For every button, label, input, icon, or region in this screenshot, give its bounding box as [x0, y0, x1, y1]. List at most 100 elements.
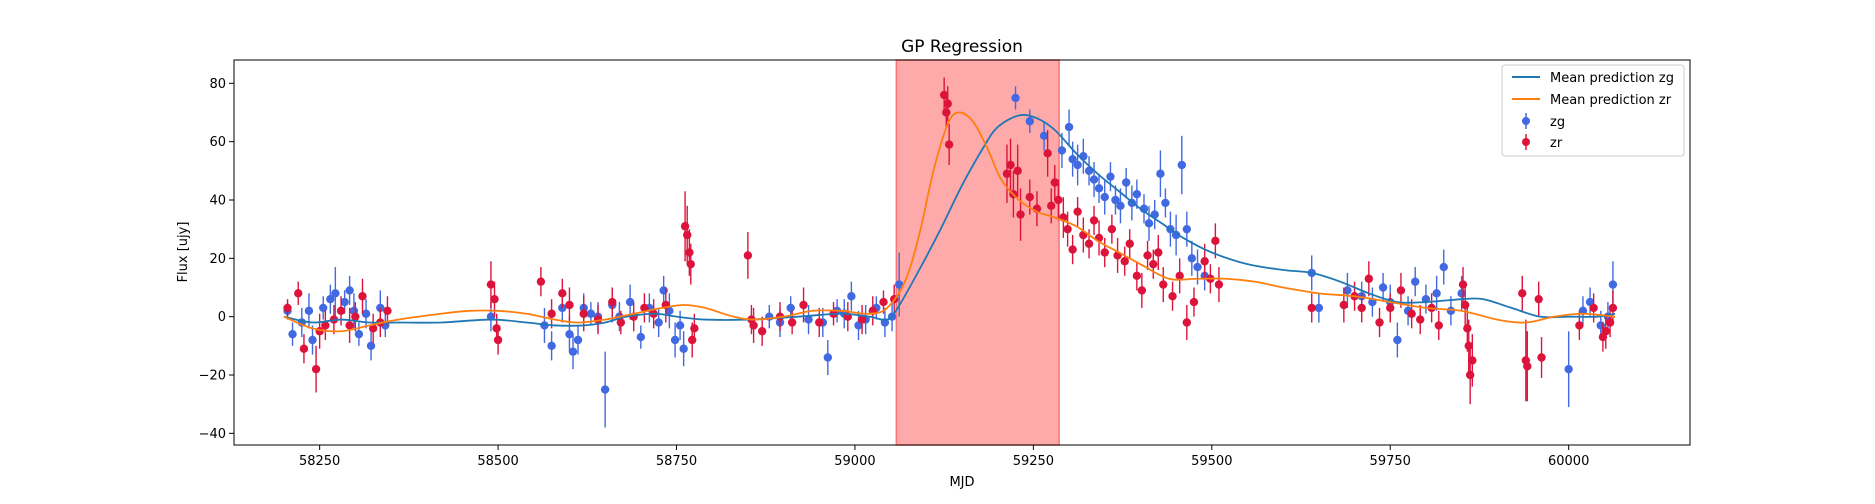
point-zr-71 [1089, 216, 1099, 225]
point-zr-2 [299, 344, 309, 353]
point-zr-103 [1434, 321, 1443, 330]
point-zg-54 [1025, 117, 1035, 126]
point-zg-59 [1073, 160, 1082, 170]
point-zg-32 [654, 318, 663, 327]
point-zg-57 [1064, 122, 1074, 132]
y-tick-label-80: 80 [209, 77, 226, 92]
point-zg-17 [540, 321, 549, 330]
point-zr-22 [579, 309, 588, 318]
point-zg-12 [361, 309, 371, 318]
point-zr-95 [1357, 303, 1366, 313]
point-zg-18 [547, 341, 556, 351]
line-mean-prediction-zr [283, 111, 1616, 333]
point-zr-64 [1054, 195, 1063, 205]
point-zg-66 [1111, 195, 1120, 205]
point-zg-103 [1608, 280, 1618, 289]
point-zr-41 [787, 318, 797, 327]
legend-swatch-zr-marker [1522, 138, 1530, 146]
point-zr-31 [683, 230, 692, 240]
point-zr-101 [1416, 315, 1425, 324]
point-zg-13 [366, 341, 376, 351]
point-zr-74 [1107, 224, 1117, 234]
point-zr-42 [799, 300, 808, 310]
point-zr-113 [1534, 294, 1543, 304]
y-tick-label-60: 60 [209, 135, 226, 150]
point-zg-1 [288, 329, 297, 339]
point-zg-58 [1068, 154, 1077, 164]
point-zr-63 [1050, 178, 1059, 187]
point-zg-96 [1446, 306, 1456, 316]
point-zr-87 [1189, 297, 1199, 307]
point-zg-68 [1121, 178, 1131, 187]
point-zr-8 [345, 321, 354, 330]
point-zg-3 [304, 306, 314, 316]
point-zg-70 [1132, 189, 1142, 199]
point-zg-84 [1314, 303, 1324, 313]
point-zr-5 [321, 321, 330, 330]
point-zr-112 [1523, 362, 1532, 371]
point-zr-97 [1375, 318, 1384, 327]
point-zr-85 [1175, 271, 1184, 281]
x-tick-label-60000: 60000 [1548, 454, 1589, 469]
point-zg-7 [331, 289, 340, 298]
point-zr-25 [616, 318, 626, 327]
point-zr-81 [1149, 259, 1158, 269]
point-zg-74 [1156, 169, 1165, 178]
point-zr-92 [1307, 303, 1316, 313]
point-zr-50 [939, 90, 949, 100]
point-zr-73 [1100, 248, 1109, 257]
point-zr-108 [1465, 370, 1475, 380]
point-zg-4 [308, 335, 317, 345]
point-zr-62 [1047, 201, 1056, 211]
point-zg-90 [1393, 335, 1402, 345]
point-zr-9 [351, 312, 360, 321]
legend-label-zg-line: Mean prediction zg [1550, 71, 1674, 86]
point-zg-80 [1187, 254, 1197, 263]
point-zr-43 [815, 318, 824, 327]
point-zr-21 [565, 300, 574, 310]
point-zr-54 [1002, 169, 1012, 178]
point-zr-7 [336, 306, 346, 316]
legend-label-zr-line: Mean prediction zr [1550, 93, 1672, 108]
point-zr-19 [547, 309, 556, 318]
point-zr-68 [1073, 207, 1082, 216]
point-zg-5 [319, 303, 328, 313]
point-zr-59 [1025, 192, 1035, 202]
point-zg-35 [670, 335, 680, 345]
ticks-layer: 58250 58500 58750 59000 59250 59500 59750 60000… [199, 77, 1590, 469]
point-zr-118 [1601, 327, 1610, 336]
point-zg-36 [675, 321, 685, 330]
chart-title: GP Regression [901, 37, 1023, 57]
point-zg-95 [1439, 262, 1448, 272]
point-zr-57 [1013, 166, 1022, 176]
point-zg-72 [1144, 219, 1154, 228]
y-tick-label-20: 20 [209, 252, 226, 267]
point-zr-86 [1182, 318, 1192, 327]
point-zr-61 [1043, 149, 1052, 158]
point-zg-6 [326, 294, 335, 304]
x-tick-label-59250: 59250 [1013, 454, 1054, 469]
point-zg-9 [345, 286, 354, 295]
point-zr-0 [283, 303, 292, 313]
x-tick-label-58750: 58750 [656, 454, 697, 469]
point-zr-10 [358, 292, 367, 301]
point-zg-78 [1177, 160, 1187, 170]
point-zr-70 [1084, 239, 1094, 248]
point-zr-11 [368, 324, 378, 333]
point-zr-66 [1063, 224, 1072, 234]
point-zr-91 [1214, 280, 1224, 289]
x-tick-label-59750: 59750 [1370, 454, 1411, 469]
point-zr-14 [486, 280, 496, 289]
legend-label-zg: zg [1550, 115, 1565, 130]
point-zr-35 [690, 324, 699, 333]
point-zg-92 [1411, 277, 1420, 286]
point-zr-67 [1068, 245, 1077, 254]
legend: Mean prediction zg Mean prediction zr zg… [1501, 64, 1685, 157]
x-tick-label-58500: 58500 [477, 454, 518, 469]
point-zr-120 [1608, 303, 1618, 313]
point-zr-13 [383, 306, 392, 316]
point-zr-53 [944, 140, 954, 149]
point-zg-67 [1116, 201, 1125, 211]
point-zr-90 [1211, 236, 1220, 246]
point-zr-17 [493, 335, 503, 345]
